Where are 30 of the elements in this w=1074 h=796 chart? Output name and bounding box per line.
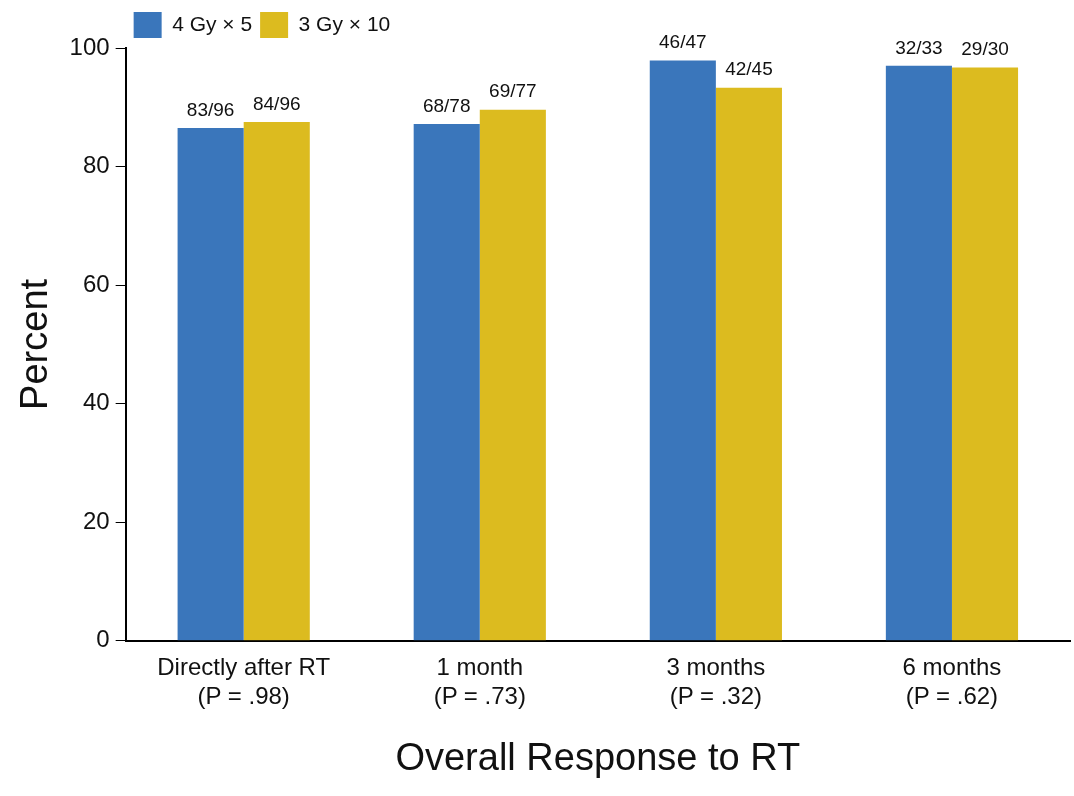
data-label: 29/30 <box>961 38 1009 60</box>
bar <box>479 109 546 641</box>
y-tick-label: 100 <box>69 32 110 60</box>
y-tick-label: 60 <box>82 269 110 297</box>
x-axis-title: Overall Response to RT <box>395 735 801 778</box>
y-tick-label: 20 <box>82 506 110 534</box>
y-axis-title: Percent <box>13 278 56 410</box>
y-tick-label: 40 <box>82 388 110 416</box>
x-tick-label: 6 months (P = .62) <box>902 652 1002 709</box>
data-label: 69/77 <box>489 80 537 102</box>
x-tick-label: 1 month (P = .73) <box>433 652 526 709</box>
bar <box>649 60 716 641</box>
bar <box>413 123 480 641</box>
x-tick-label: 3 months (P = .32) <box>666 652 766 709</box>
bar <box>885 65 952 641</box>
legend-label: 3 Gy × 10 <box>298 11 391 35</box>
data-label: 46/47 <box>659 31 707 53</box>
data-label: 83/96 <box>186 98 235 120</box>
data-label: 42/45 <box>725 58 773 80</box>
y-tick-label: 0 <box>96 625 110 653</box>
data-label: 32/33 <box>895 36 943 58</box>
bar <box>951 67 1019 641</box>
y-tick-label: 80 <box>82 151 110 179</box>
bar <box>177 128 244 641</box>
data-label: 68/78 <box>422 94 471 116</box>
x-tick-label: Directly after RT (P = .98) <box>157 652 331 709</box>
legend-label: 4 Gy × 5 <box>172 11 253 35</box>
bar <box>715 87 782 641</box>
data-label: 84/96 <box>252 92 301 114</box>
bar <box>243 122 310 641</box>
